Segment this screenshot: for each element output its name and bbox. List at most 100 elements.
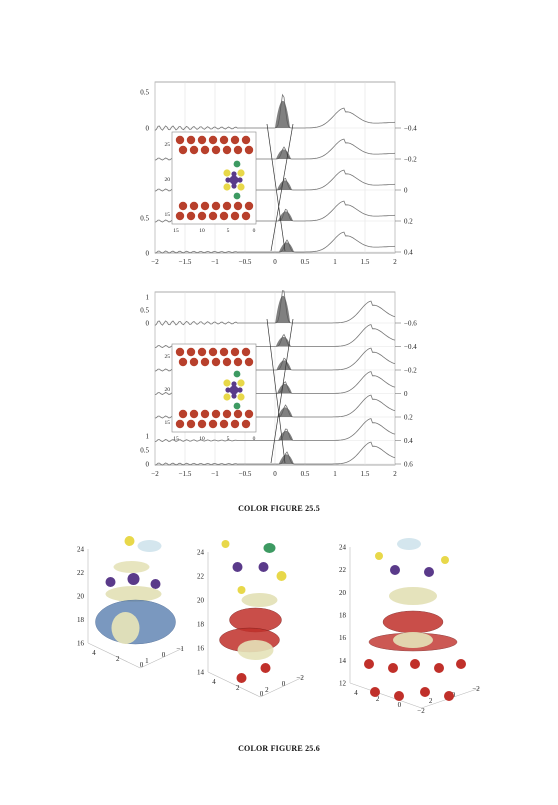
fermi-line: [266, 318, 286, 464]
red-atom: [189, 357, 199, 367]
green-atom: [233, 370, 241, 378]
right-label: −0.4: [404, 125, 417, 133]
red-atom: [197, 347, 207, 357]
spectra-panel-2: −2 −1.5 −1 −0.5 0 0.5 1 1.5 2 1 0.5 0 1 0.5 0 −0.6 −0.4 −…: [140, 290, 417, 478]
red-atom: [189, 145, 199, 155]
red-atom: [186, 419, 196, 429]
left-y-tick-label: 1: [146, 433, 150, 441]
occupied-peak: [275, 100, 290, 128]
purple-atom: [231, 183, 237, 189]
z-tick-label: 16: [197, 645, 205, 653]
red-atom: [233, 201, 243, 211]
red-sphere: [420, 687, 430, 697]
left-y-tick-label: 0: [146, 461, 150, 469]
right-label: 0.4: [404, 437, 413, 445]
red-atom: [222, 357, 232, 367]
red-atom: [178, 201, 188, 211]
purple-atom: [105, 577, 116, 587]
red-atom: [178, 357, 188, 367]
red-atom: [197, 211, 207, 221]
red-atom: [222, 145, 232, 155]
yellow-atom: [124, 536, 135, 546]
x-tick-label: 1.5: [361, 470, 370, 478]
z-tick-label: 18: [197, 621, 205, 629]
cream-isosurface: [111, 612, 140, 644]
red-atom: [230, 419, 240, 429]
red-atom: [233, 357, 243, 367]
yellow-atom: [237, 169, 245, 177]
base-axis-line: [349, 682, 422, 709]
spectrum-curve: [154, 441, 396, 466]
cream-isosurface: [237, 640, 274, 660]
z-tick-label: 22: [197, 573, 205, 581]
red-atom: [241, 347, 251, 357]
red-sphere: [394, 691, 404, 701]
right-label: 0.4: [404, 249, 413, 257]
cream-isosurface: [105, 586, 162, 602]
red-atom: [175, 135, 185, 145]
x-tick-label: −2: [151, 258, 159, 266]
light-isosurface: [397, 538, 421, 550]
purple-atom: [225, 177, 231, 183]
red-atom: [175, 347, 185, 357]
z-tick-label: 16: [77, 640, 85, 648]
red-atom: [230, 347, 240, 357]
red-sphere: [410, 659, 420, 669]
occupied-peak: [276, 360, 292, 370]
structure-inset: [171, 343, 257, 433]
purple-atom: [232, 562, 243, 572]
yellow-atom: [237, 379, 245, 387]
x-tick-label: −1.5: [179, 258, 192, 266]
red-atom: [244, 409, 254, 419]
purple-atom: [231, 393, 237, 399]
red-atom: [208, 347, 218, 357]
left-y-tick-label: 1: [146, 294, 150, 302]
right-label: 0.2: [404, 218, 413, 226]
red-atom: [211, 145, 221, 155]
occupied-peak: [277, 407, 293, 417]
red-atom: [186, 347, 196, 357]
red-atom: [222, 409, 232, 419]
z-tick-label: 20: [339, 589, 347, 597]
left-y-tick-label: 0: [146, 320, 150, 328]
cream-isosurface: [393, 632, 433, 648]
green-atom: [233, 160, 241, 168]
x-tick-label: −1: [211, 470, 219, 478]
red-atom: [208, 211, 218, 221]
axis-b-tick: 2: [429, 697, 433, 705]
inset-x-tick: 5: [227, 228, 230, 234]
left-y-tick-label: 0: [146, 250, 150, 258]
x-tick-label: −0.5: [239, 470, 252, 478]
purple-atom: [229, 385, 239, 395]
occupied-peak: [275, 295, 291, 323]
red-atom: [230, 135, 240, 145]
axis-a-tick: 4: [212, 678, 216, 686]
red-atom: [200, 201, 210, 211]
x-tick-label: 0: [273, 470, 277, 478]
right-label: −0.2: [404, 367, 417, 375]
left-y-tick-label: 0.5: [140, 215, 149, 223]
inset-y-tick: 15: [165, 420, 171, 426]
axis-a-tick: 0: [140, 661, 144, 669]
red-atom: [189, 409, 199, 419]
z-tick-label: 12: [339, 680, 347, 688]
red-atom: [244, 145, 254, 155]
right-label: −0.2: [404, 156, 417, 164]
red-atom: [189, 201, 199, 211]
red-atom: [200, 357, 210, 367]
axis-a-tick: −2: [417, 707, 425, 715]
red-atom: [230, 211, 240, 221]
fermi-line: [270, 318, 294, 464]
purple-atom: [390, 565, 400, 575]
fermi-line: [270, 123, 294, 252]
red-sphere: [434, 663, 444, 673]
x-tick-label: 0.5: [301, 470, 310, 478]
red-atom: [208, 135, 218, 145]
yellow-atom: [375, 552, 383, 560]
red-atom: [178, 409, 188, 419]
red-atom: [233, 409, 243, 419]
spectrum-curve: [154, 418, 396, 443]
x-tick-label: 0.5: [301, 258, 310, 266]
